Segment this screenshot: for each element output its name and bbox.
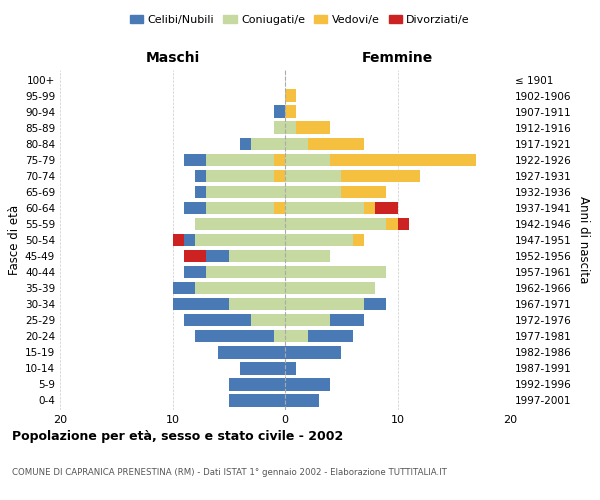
Bar — [285, 250, 330, 262]
Bar — [184, 266, 206, 278]
Bar — [285, 378, 330, 390]
Bar — [285, 122, 296, 134]
Bar — [206, 250, 229, 262]
Bar — [341, 170, 420, 182]
Bar — [353, 234, 364, 246]
Y-axis label: Fasce di età: Fasce di età — [8, 205, 21, 275]
Bar — [195, 234, 285, 246]
Bar — [285, 234, 353, 246]
Bar — [251, 138, 285, 150]
Bar — [285, 170, 341, 182]
Bar — [285, 218, 386, 230]
Text: Femmine: Femmine — [362, 51, 433, 65]
Bar — [195, 330, 274, 342]
Bar — [285, 138, 308, 150]
Bar — [341, 170, 353, 182]
Bar — [285, 394, 319, 406]
Bar — [285, 346, 341, 358]
Bar — [195, 282, 285, 294]
Bar — [195, 186, 206, 198]
Bar — [206, 170, 285, 182]
Y-axis label: Anni di nascita: Anni di nascita — [577, 196, 590, 284]
Bar — [274, 202, 285, 214]
Bar — [184, 202, 206, 214]
Bar — [274, 122, 285, 134]
Bar — [173, 298, 229, 310]
Bar — [274, 106, 285, 118]
Bar — [184, 250, 206, 262]
Bar — [240, 138, 251, 150]
Bar — [285, 154, 330, 166]
Bar — [308, 138, 319, 150]
Bar — [173, 282, 195, 294]
Bar — [330, 154, 476, 166]
Bar — [229, 250, 285, 262]
Bar — [364, 298, 386, 310]
Bar — [285, 362, 296, 374]
Bar — [274, 330, 285, 342]
Bar — [285, 106, 296, 118]
Bar — [341, 186, 386, 198]
Bar — [398, 218, 409, 230]
Bar — [274, 170, 285, 182]
Bar — [184, 234, 195, 246]
Bar — [251, 314, 285, 326]
Bar — [386, 218, 398, 230]
Bar — [330, 314, 364, 326]
Bar — [296, 122, 330, 134]
Bar — [206, 266, 285, 278]
Bar — [195, 170, 206, 182]
Bar — [285, 314, 330, 326]
Bar — [274, 154, 285, 166]
Bar — [173, 234, 184, 246]
Text: Maschi: Maschi — [145, 51, 200, 65]
Bar — [285, 202, 364, 214]
Text: COMUNE DI CAPRANICA PRENESTINA (RM) - Dati ISTAT 1° gennaio 2002 - Elaborazione : COMUNE DI CAPRANICA PRENESTINA (RM) - Da… — [12, 468, 447, 477]
Bar — [285, 186, 341, 198]
Bar — [229, 298, 285, 310]
Bar — [285, 90, 296, 102]
Bar — [285, 106, 296, 118]
Bar — [229, 378, 285, 390]
Bar — [184, 314, 251, 326]
Bar — [195, 218, 285, 230]
Bar — [285, 282, 375, 294]
Bar — [375, 202, 398, 214]
Bar — [285, 266, 386, 278]
Bar — [308, 330, 353, 342]
Bar — [330, 154, 341, 166]
Bar — [184, 154, 206, 166]
Bar — [206, 154, 285, 166]
Bar — [285, 298, 364, 310]
Text: Popolazione per età, sesso e stato civile - 2002: Popolazione per età, sesso e stato civil… — [12, 430, 343, 443]
Bar — [364, 202, 375, 214]
Legend: Celibi/Nubili, Coniugati/e, Vedovi/e, Divorziati/e: Celibi/Nubili, Coniugati/e, Vedovi/e, Di… — [125, 10, 475, 29]
Bar — [206, 186, 285, 198]
Bar — [341, 186, 353, 198]
Bar — [285, 330, 308, 342]
Bar — [308, 138, 364, 150]
Bar — [240, 362, 285, 374]
Bar — [229, 394, 285, 406]
Bar — [206, 202, 285, 214]
Bar — [218, 346, 285, 358]
